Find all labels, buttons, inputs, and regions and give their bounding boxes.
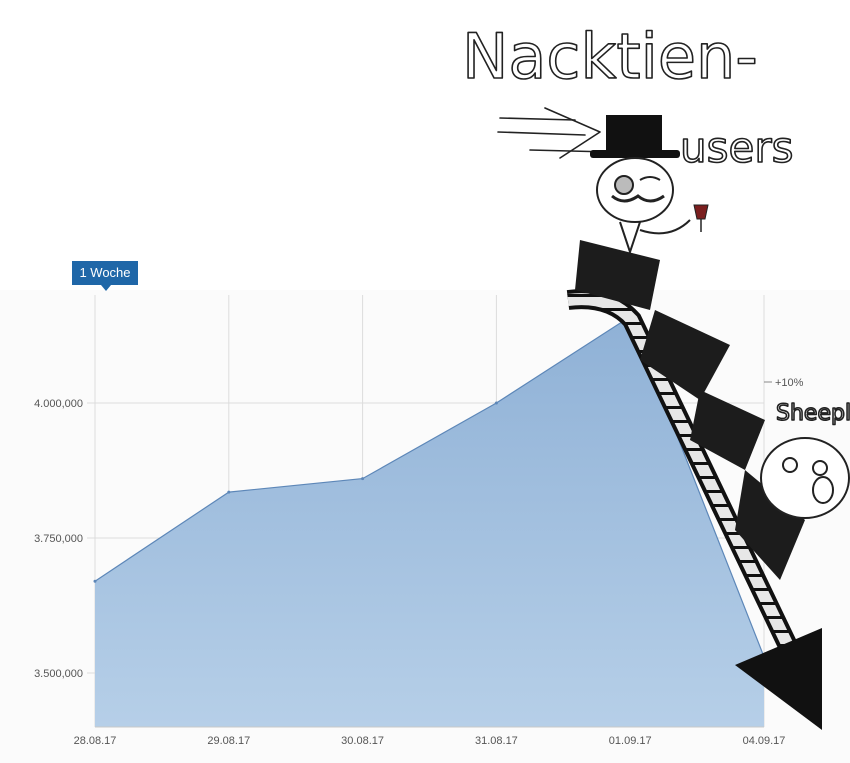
y-tick-label: 4.000,000 <box>34 398 83 410</box>
y-tick-label: 3.750,000 <box>34 533 83 545</box>
x-tick-label: 29.08.17 <box>207 735 250 747</box>
screaming-face-icon <box>760 437 850 519</box>
roller-coaster-icon <box>566 240 822 730</box>
data-point[interactable] <box>93 579 97 583</box>
data-point[interactable] <box>494 401 498 405</box>
data-point[interactable] <box>227 490 231 494</box>
x-tick-label: 31.08.17 <box>475 735 518 747</box>
area-fill <box>95 316 764 727</box>
handwritten-users: users <box>680 123 794 172</box>
y-tick-label: 3.500,000 <box>34 668 83 680</box>
y-axis: 3.500,000 3.750,000 4.000,000 <box>34 398 83 680</box>
x-tick-label: 04.09.17 <box>743 735 786 747</box>
pct-label: +10% <box>775 377 804 389</box>
range-badge-label: 1 Woche <box>79 265 130 280</box>
range-badge[interactable]: 1 Woche <box>72 261 138 291</box>
x-axis: 28.08.17 29.08.17 30.08.17 31.08.17 01.09.17… <box>74 726 786 747</box>
x-tick-label: 28.08.17 <box>74 735 117 747</box>
handwritten-title: Nacktien- <box>462 20 758 93</box>
x-tick-label: 01.09.17 <box>609 735 652 747</box>
x-tick-label: 30.08.17 <box>341 735 384 747</box>
handwritten-sheeple: Sheeple <box>776 401 850 426</box>
gentleman-meme-icon <box>590 115 709 256</box>
data-point[interactable] <box>361 477 365 481</box>
